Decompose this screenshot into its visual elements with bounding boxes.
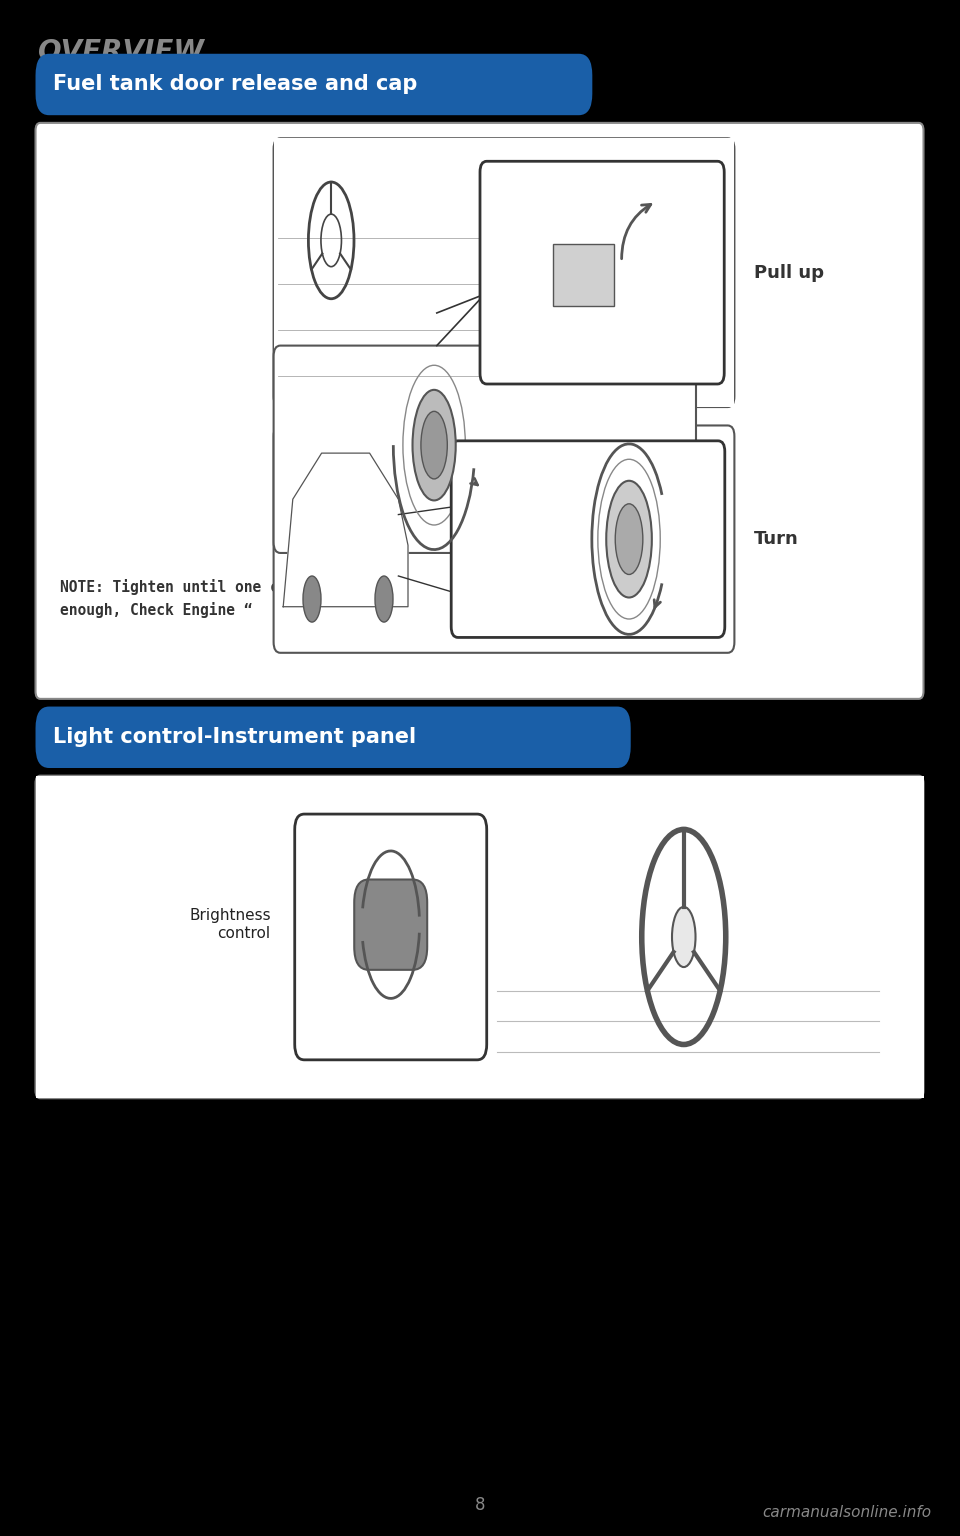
Text: Turn: Turn — [754, 530, 799, 548]
Text: OVERVIEW: OVERVIEW — [38, 38, 204, 66]
FancyBboxPatch shape — [36, 123, 924, 699]
Ellipse shape — [375, 576, 393, 622]
Ellipse shape — [607, 481, 652, 598]
Ellipse shape — [420, 412, 447, 479]
FancyBboxPatch shape — [274, 138, 734, 407]
FancyBboxPatch shape — [451, 441, 725, 637]
Bar — [553, 244, 614, 306]
Text: Light control-Instrument panel: Light control-Instrument panel — [53, 727, 416, 748]
Text: carmanualsonline.info: carmanualsonline.info — [762, 1505, 931, 1521]
FancyBboxPatch shape — [295, 814, 487, 1060]
Text: Store: Store — [563, 370, 618, 389]
FancyBboxPatch shape — [274, 346, 696, 553]
Ellipse shape — [413, 390, 456, 501]
Polygon shape — [283, 453, 408, 607]
FancyBboxPatch shape — [274, 425, 734, 653]
Text: -: - — [387, 1014, 395, 1032]
Text: +: + — [455, 915, 472, 934]
FancyBboxPatch shape — [36, 707, 631, 768]
FancyBboxPatch shape — [354, 880, 427, 969]
Bar — [36, 776, 924, 1098]
FancyBboxPatch shape — [480, 161, 724, 384]
Text: Fuel tank door release and cap: Fuel tank door release and cap — [53, 74, 418, 95]
Text: Brightness
control: Brightness control — [189, 908, 271, 942]
Bar — [274, 138, 734, 407]
FancyBboxPatch shape — [36, 54, 592, 115]
Ellipse shape — [615, 504, 643, 574]
Ellipse shape — [303, 576, 321, 622]
Text: 8: 8 — [475, 1496, 485, 1514]
Ellipse shape — [672, 906, 695, 968]
Text: NOTE: Tighten until one click is heard. If the cap is not tightened
enough, Chec: NOTE: Tighten until one click is heard. … — [60, 579, 646, 617]
Text: Pull up: Pull up — [754, 264, 824, 281]
FancyBboxPatch shape — [36, 776, 924, 1098]
